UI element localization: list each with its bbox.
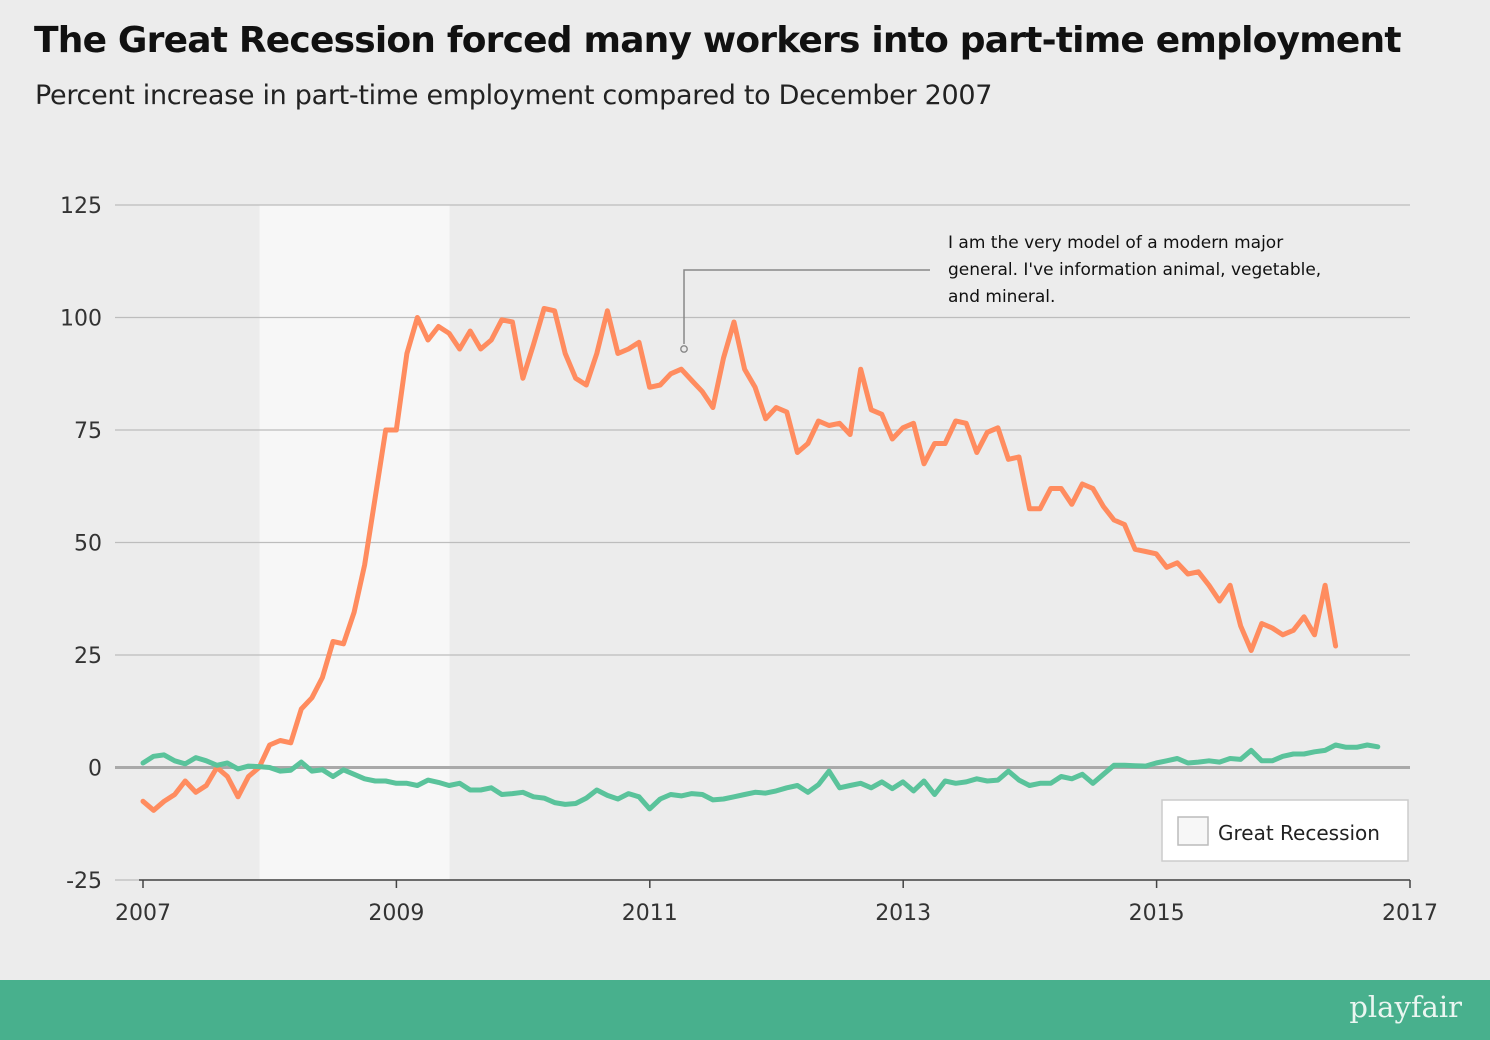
legend-label: Great Recession bbox=[1218, 821, 1380, 845]
y-tick-label: 100 bbox=[60, 307, 102, 332]
annotation: I am the very model of a modern major gen… bbox=[680, 233, 1321, 353]
y-tick-label: 0 bbox=[88, 757, 102, 782]
chart-subtitle: Percent increase in part-time employment… bbox=[35, 80, 993, 111]
y-tick-label: 25 bbox=[74, 644, 102, 669]
line-chart: 2007 2009 2011 2013 2015 2017 -25 0 25 50 75 100 12… bbox=[60, 194, 1438, 926]
x-tick-label: 2011 bbox=[622, 901, 678, 926]
y-tick-label: 50 bbox=[74, 532, 102, 557]
brand-logo: playfair bbox=[1349, 990, 1462, 1024]
annotation-dot bbox=[680, 345, 688, 353]
legend-swatch bbox=[1177, 816, 1209, 846]
footer-bar: playfair bbox=[0, 980, 1490, 1040]
series-lines bbox=[140, 306, 1381, 813]
annotation-text-line: general. I've information animal, vegeta… bbox=[948, 260, 1321, 280]
legend[interactable]: Great Recession bbox=[1161, 799, 1409, 862]
y-tick-label: -25 bbox=[66, 869, 102, 894]
annotation-leader bbox=[683, 269, 930, 344]
annotation-text-line: I am the very model of a modern major bbox=[948, 233, 1283, 253]
chart-title: The Great Recession forced many workers … bbox=[34, 20, 1402, 61]
y-tick-label: 75 bbox=[74, 419, 102, 444]
x-axis: 2007 2009 2011 2013 2015 2017 bbox=[115, 879, 1438, 926]
series-line-2 bbox=[140, 742, 1381, 812]
x-tick-label: 2007 bbox=[115, 901, 171, 926]
x-tick-label: 2009 bbox=[368, 901, 424, 926]
y-tick-label: 125 bbox=[60, 194, 102, 219]
y-axis: -25 0 25 50 75 100 125 bbox=[60, 194, 102, 894]
x-tick-label: 2015 bbox=[1129, 901, 1185, 926]
x-tick-label: 2013 bbox=[875, 901, 931, 926]
x-tick-label: 2017 bbox=[1382, 901, 1438, 926]
series-line-1 bbox=[140, 306, 1339, 813]
annotation-text-line: and mineral. bbox=[948, 287, 1055, 307]
